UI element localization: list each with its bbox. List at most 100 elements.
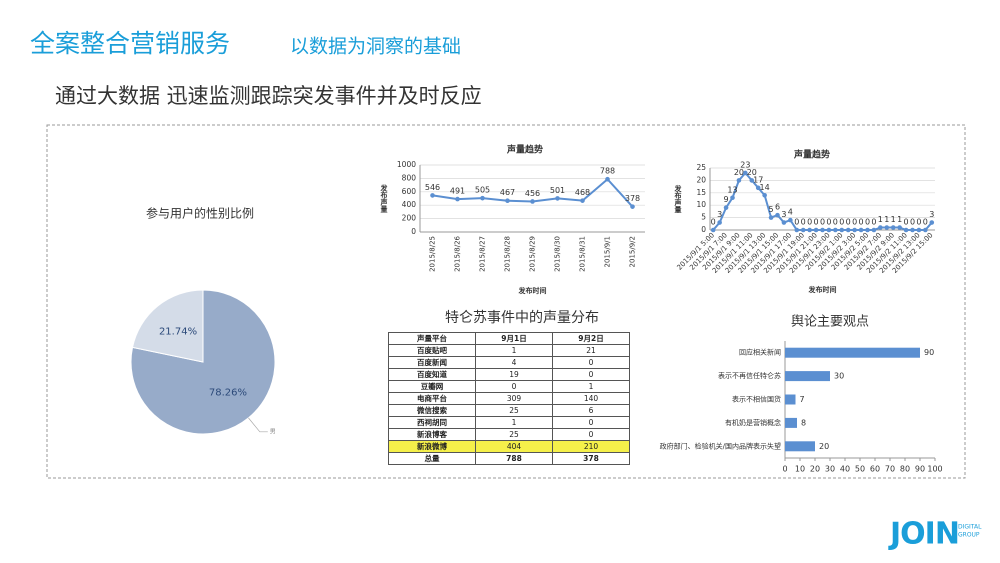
table-cell: 百度贴吧 [388,344,476,357]
data-label: 0 [794,218,799,227]
table-row: 百度贴吧 1 21 [388,344,630,357]
line-marker [878,225,883,230]
data-label: 23 [740,160,750,169]
line-marker [794,227,800,233]
table-cell: 6 [552,404,630,417]
slide-title: 全案整合营销服务 [30,29,230,58]
line-marker [807,227,812,233]
y-axis-title: 发布声量 [674,184,683,214]
pie-label: 78.26% [209,388,247,399]
pie-label: 21.74% [159,326,197,337]
table-row: 西祠胡同 1 0 [388,416,630,429]
x-tick-label: 2015/8/31 [579,236,587,272]
data-label: 0 [826,218,831,227]
data-label: 20 [734,168,744,177]
pie-category: 男 [270,428,276,435]
y-tick-label: 400 [402,200,417,209]
y-axis-title: 发布声量 [380,184,389,214]
table-cell: 309 [475,392,553,405]
line-marker [910,227,915,233]
x-axis-title: 发布时间 [518,286,547,295]
x-tick-label: 0 [782,465,787,474]
line-marker [897,225,902,230]
table: 声量平台 9月1日 9月2日 百度贴吧 1 21 百度新闻 4 0 百度知道 19 0 豆瓣网 0 1 电商平… [388,332,630,465]
y-tick-label: 20 [696,175,706,184]
line-marker [530,199,535,204]
x-tick-label: 2015/8/28 [504,236,512,272]
data-label: 0 [865,218,870,227]
data-label: 0 [923,218,928,227]
table-cell: 总量 [388,452,476,465]
x-tick-label: 2015/9/1 [604,236,612,267]
table-cell: 19 [475,368,553,381]
line-marker [903,227,909,233]
data-label: 3 [929,210,934,219]
data-label: 3 [781,210,786,219]
line-marker [826,227,832,233]
x-tick-label: 10 [795,465,805,474]
line-marker [723,205,729,210]
data-label: 20 [747,168,757,177]
y-tick-label: 1000 [397,160,416,169]
x-axis-title: 发布时间 [808,285,837,294]
data-label: 7 [800,395,805,404]
data-label: 0 [916,218,921,227]
data-label: 9 [724,195,729,204]
data-label: 13 [727,185,737,194]
line-marker [800,227,806,233]
line-marker [717,220,722,225]
table-cell: 404 [475,440,553,453]
line-marker [749,178,755,183]
line-marker [630,204,635,209]
y-tick-label: 0 [701,225,706,234]
data-label: 1 [878,215,883,224]
line-marker [820,227,825,233]
table-cell: 210 [552,440,630,453]
bar [785,371,830,382]
line-marker [743,170,748,176]
table-row: 微信搜索 25 6 [388,404,630,417]
table-cell: 西祠胡同 [388,416,476,429]
table-title: 特仑苏事件中的声量分布 [445,310,599,326]
table-cell: 声量平台 [388,332,476,345]
data-label: 467 [500,188,515,197]
table-cell: 0 [552,368,630,381]
logo-tagline: GROUP [958,532,980,539]
table-cell: 1 [475,344,553,357]
line-marker [605,176,610,182]
table-cell: 百度新闻 [388,356,476,369]
data-label: 1 [897,215,902,224]
line-marker [730,195,735,201]
data-label: 0 [852,218,857,227]
bar [785,347,920,358]
bar [785,441,815,452]
line-marker [865,227,870,233]
x-tick-label: 60 [870,465,880,474]
table-cell: 9月2日 [552,332,630,345]
y-tick-label: 有机奶是营销概念 [725,418,781,427]
table-cell: 0 [475,380,553,393]
data-label: 0 [711,218,716,227]
data-label: 0 [839,218,844,227]
data-label: 0 [801,218,806,227]
table-cell: 9月1日 [475,332,553,345]
x-tick-label: 80 [900,465,910,474]
table-cell: 4 [475,356,553,369]
x-tick-label: 2015/8/26 [454,235,462,271]
y-tick-label: 600 [402,187,417,196]
x-tick-label: 2015/8/25 [429,236,437,272]
data-label: 3 [717,210,722,219]
table-cell: 电商平台 [388,392,476,405]
data-label: 505 [475,186,490,195]
data-label: 1 [884,215,889,224]
data-label: 6 [775,203,780,212]
x-tick-label: 30 [825,465,835,474]
heading: 通过大数据 迅速监测跟踪突发事件并及时反应 [55,84,482,108]
data-label: 17 [753,175,763,184]
table-cell: 788 [475,452,553,465]
table-cell: 1 [475,416,553,429]
bar [785,417,797,428]
line-marker [430,193,435,198]
line-marker [580,198,585,203]
